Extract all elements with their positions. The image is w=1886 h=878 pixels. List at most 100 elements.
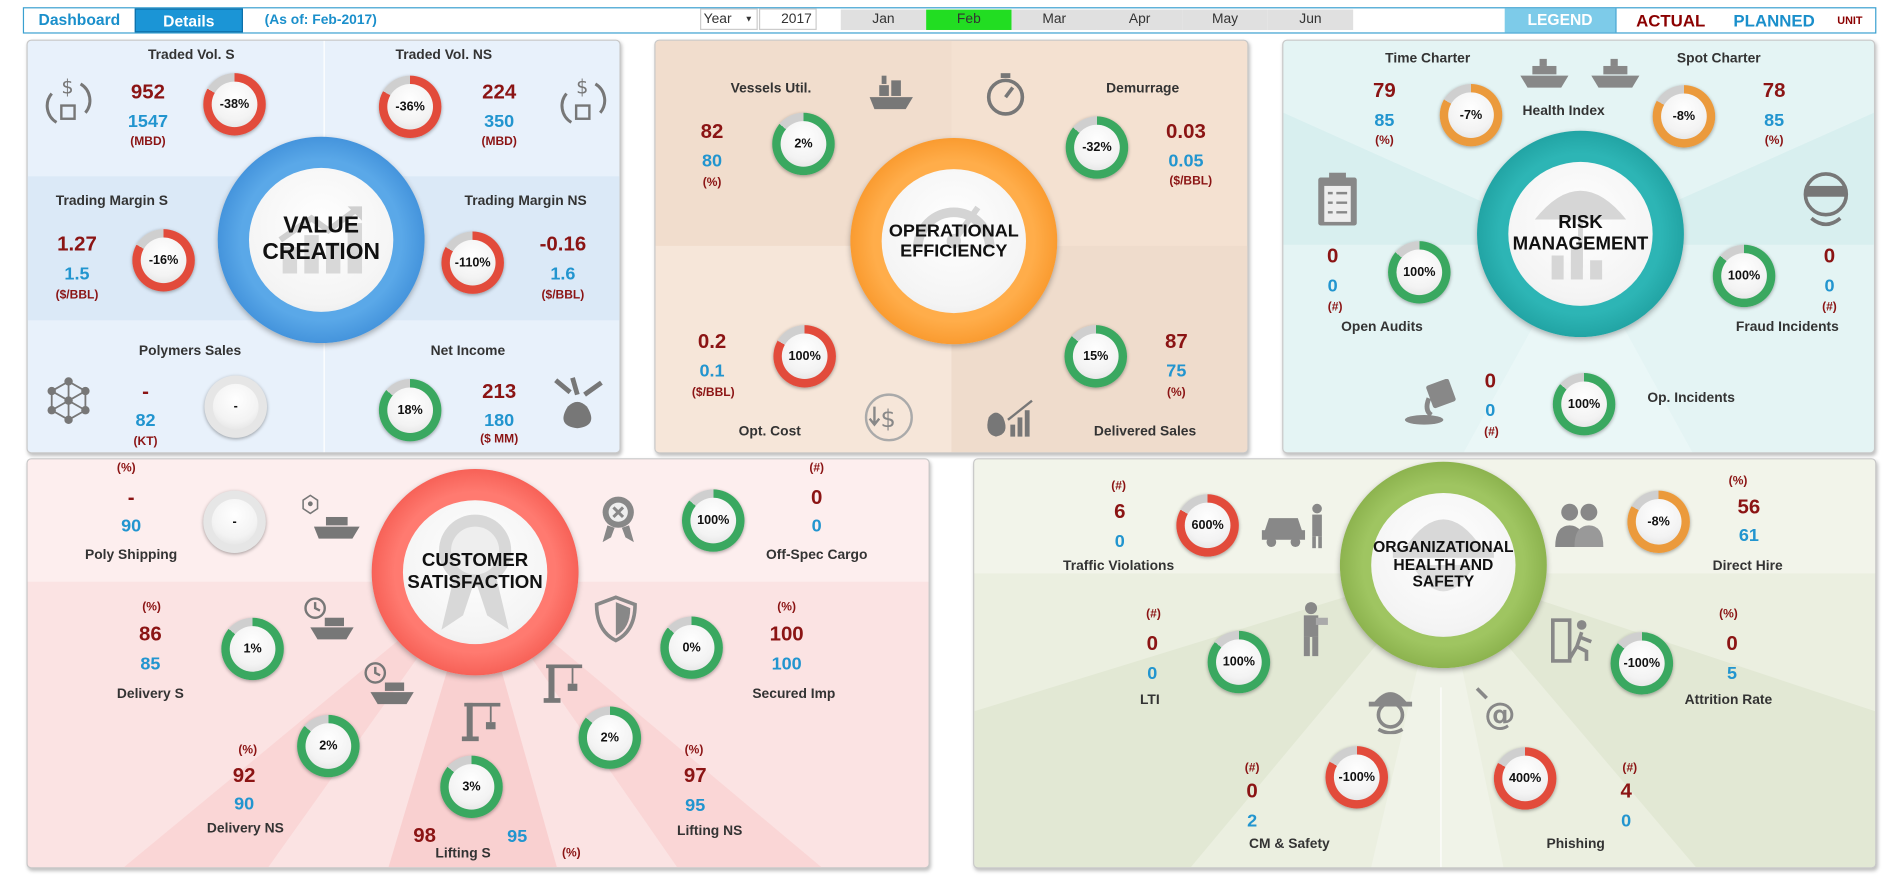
margin-ns-label: Trading Margin NS [464,194,587,209]
delivered-unit: (%) [1166,386,1186,400]
delivery-s-unit: (%) [142,600,161,615]
delivered-gauge[interactable]: 15% [1064,325,1128,388]
net-income-gauge[interactable]: 18% [378,379,442,442]
poly-shipping-gauge[interactable]: - [203,490,266,553]
molecule-icon [47,377,90,425]
traffic-pct: 600% [1184,502,1231,549]
phishing-gauge[interactable]: 400% [1493,747,1557,810]
hub-title: CUSTOMER SATISFACTION [407,550,543,593]
attrition-gauge[interactable]: -100% [1610,632,1674,695]
poly-shipping-label: Poly Shipping [84,548,178,563]
net-income-actual: 213 [482,380,517,404]
month-mar[interactable]: Mar [1011,9,1097,30]
customer-satisfaction-hub[interactable]: CUSTOMER SATISFACTION [371,469,579,676]
open-audits-actual: 0 [1327,244,1339,268]
delivered-label: Delivered Sales [1093,424,1197,440]
margin-ns-gauge[interactable]: -110% [441,231,504,294]
thief-mask-icon [1803,172,1849,227]
legend-planned: PLANNED [1733,10,1815,30]
opt-cost-actual: 0.2 [697,329,727,353]
dashboard-tab[interactable]: Dashboard [38,10,121,29]
cm-safety-pct: -100% [1333,754,1380,801]
details-tab[interactable]: Details [134,8,243,33]
lifting-ns-actual: 97 [683,764,707,787]
phishing-actual: 4 [1620,779,1632,803]
risk-management-hub[interactable]: RISK MANAGEMENT [1477,130,1684,338]
risk-management-panel: RISK MANAGEMENT Health Index Time Charte… [1282,39,1876,454]
fraud-gauge[interactable]: 100% [1712,244,1776,308]
delivery-s-gauge[interactable]: 1% [221,617,284,681]
secured-imp-gauge[interactable]: 0% [660,616,723,679]
secured-imp-actual: 100 [769,622,804,646]
team-icon [1555,503,1604,547]
month-feb[interactable]: Feb [926,9,1012,30]
shield-icon [594,595,637,643]
time-charter-gauge[interactable]: -7% [1439,83,1503,147]
oil-spill-icon [1404,379,1456,425]
delivery-ns-label: Delivery NS [206,821,284,837]
month-may[interactable]: May [1182,9,1268,30]
op-incidents-unit: (#) [1484,425,1499,440]
ship-icon [1591,58,1640,88]
polymers-label: Polymers Sales [138,344,242,359]
lti-unit: (#) [1146,608,1161,622]
fraud-pct: 100% [1721,253,1767,299]
traded-s-gauge[interactable]: -38% [203,73,266,136]
spot-charter-gauge[interactable]: -8% [1652,85,1716,148]
delivery-ns-gauge[interactable]: 2% [297,714,360,778]
traded-s-label: Traded Vol. S [147,47,235,63]
opt-cost-label: Opt. Cost [738,424,801,440]
demurrage-pct: -32% [1074,124,1120,171]
open-audits-gauge[interactable]: 100% [1388,241,1451,304]
margin-ns-unit: ($/BBL) [541,289,585,303]
margin-ns-planned: 1.6 [550,263,576,285]
op-incidents-gauge[interactable]: 100% [1552,373,1616,436]
traffic-gauge[interactable]: 600% [1176,494,1239,557]
ohs-hub[interactable]: ORGANIZATIONAL HEALTH AND SAFETY [1339,461,1547,669]
off-spec-pct: 100% [690,497,737,544]
delivery-ns-actual: 92 [232,764,256,787]
op-incidents-label: Op. Incidents [1647,391,1735,406]
lifting-s-gauge[interactable]: 3% [440,755,503,819]
vessels-gauge[interactable]: 2% [772,112,835,176]
time-charter-label: Time Charter [1385,51,1471,66]
polymers-unit: (KT) [133,435,158,449]
month-jan[interactable]: Jan [840,9,927,30]
lifting-ns-gauge[interactable]: 2% [578,706,642,769]
opt-cost-unit: ($/BBL) [691,386,735,400]
period-type-select[interactable]: Year ▼ [700,8,758,30]
polymers-gauge[interactable]: - [204,375,268,438]
phishing-planned: 0 [1621,810,1632,832]
demurrage-gauge[interactable]: -32% [1065,116,1129,179]
time-charter-unit: (%) [1375,134,1394,148]
operational-efficiency-hub[interactable]: OPERATIONAL EFFICIENCY [850,137,1058,345]
open-audits-pct: 100% [1396,249,1443,296]
value-creation-hub[interactable]: VALUE CREATION [217,136,425,344]
top-bar: Dashboard Details (As of: Feb-2017) Year… [22,7,1877,34]
net-income-unit: ($ MM) [480,433,519,447]
margin-s-gauge[interactable]: -16% [132,229,195,292]
year-input[interactable]: 2017 [758,8,817,30]
month-apr[interactable]: Apr [1096,9,1183,30]
traded-ns-gauge[interactable]: -36% [378,75,442,138]
svg-text:@: @ [1484,697,1515,732]
direct-hire-gauge[interactable]: -8% [1627,490,1690,553]
op-incidents-pct: 100% [1561,381,1607,428]
svg-text:$: $ [576,77,588,99]
demurrage-planned: 0.05 [1168,151,1204,172]
margin-s-unit: ($/BBL) [55,289,99,303]
worker-helmet-icon [1368,692,1413,735]
spot-charter-unit: (%) [1764,134,1784,148]
lti-gauge[interactable]: 100% [1207,630,1271,694]
cm-safety-gauge[interactable]: -100% [1325,746,1389,809]
opt-cost-gauge[interactable]: 100% [773,325,836,388]
secured-imp-planned: 100 [771,653,802,675]
time-charter-planned: 85 [1374,110,1395,131]
month-jun[interactable]: Jun [1267,9,1354,30]
lti-planned: 0 [1147,663,1158,684]
off-spec-gauge[interactable]: 100% [681,489,745,552]
phishing-hook-icon: @ [1475,687,1516,732]
traded-ns-planned: 350 [484,111,515,132]
panel-rays [123,576,822,868]
vessels-label: Vessels Util. [730,81,812,96]
